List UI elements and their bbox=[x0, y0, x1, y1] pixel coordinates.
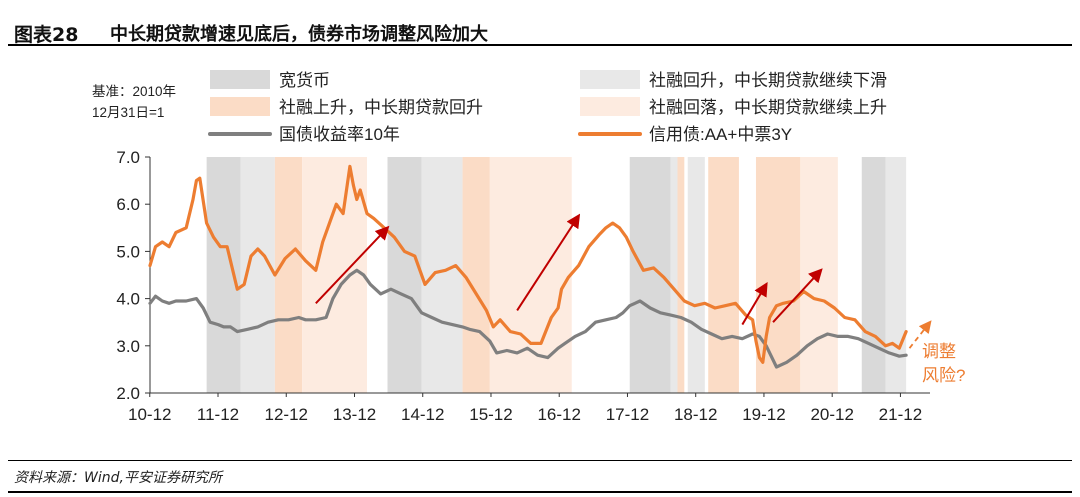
figure-label: 图表28 bbox=[14, 24, 79, 46]
shaded-period-11 bbox=[687, 157, 705, 393]
shaded-period-5 bbox=[421, 157, 463, 393]
legend-swatch bbox=[210, 70, 270, 89]
series-lines bbox=[148, 164, 908, 369]
shaded-period-6 bbox=[462, 157, 490, 393]
shaded-periods bbox=[206, 157, 907, 393]
trend-arrow-0 bbox=[315, 225, 390, 305]
shaded-period-0 bbox=[206, 157, 241, 393]
x-tick-label: 15-12 bbox=[469, 405, 512, 424]
shaded-period-4 bbox=[387, 157, 422, 393]
y-tick-label: 3.0 bbox=[116, 337, 140, 356]
axes: 2.0 3.0 4.0 5.0 6.0 7.0 10-12 11-12 12-12 13-12 14… bbox=[116, 148, 930, 424]
x-tick-label: 10-12 bbox=[128, 405, 171, 424]
projection-arrow bbox=[908, 320, 932, 349]
legend-label: 社融回升，中长期贷款继续下滑 bbox=[649, 71, 887, 90]
notes: 调整风险? 基准：2010年 12月31日=1 bbox=[92, 83, 965, 385]
shaded-period-16 bbox=[885, 157, 907, 393]
x-tick-label: 17-12 bbox=[606, 405, 649, 424]
series-govt-bond-line bbox=[148, 268, 908, 369]
shaded-period-14 bbox=[800, 157, 838, 393]
shaded-period-9 bbox=[670, 157, 678, 393]
shaded-period-15 bbox=[861, 157, 886, 393]
legend-item-tsf_up_mlt_up: 社融上升，中长期贷款回升 bbox=[210, 97, 483, 117]
y-tick-label: 6.0 bbox=[116, 195, 140, 214]
x-tick-label: 12-12 bbox=[265, 405, 308, 424]
trend-arrow-2 bbox=[741, 282, 768, 326]
legend-item-tsf_down_mlt_up: 社融回落，中长期贷款继续上升 bbox=[580, 97, 887, 117]
base-note: 基准：2010年 bbox=[92, 83, 176, 99]
legend-item-easy_money: 宽货币 bbox=[210, 70, 330, 90]
source-note: 资料来源：Wind,平安证券研究所 bbox=[14, 470, 222, 486]
trend-arrows bbox=[315, 213, 932, 349]
shaded-period-2 bbox=[274, 157, 303, 393]
source-bar: 资料来源：Wind,平安证券研究所 bbox=[8, 460, 1072, 493]
legend-label: 国债收益率10年 bbox=[279, 125, 400, 144]
legend-swatch bbox=[580, 97, 640, 116]
legend-label: 信用债:AA+中票3Y bbox=[649, 125, 792, 144]
x-tick-label: 16-12 bbox=[537, 405, 580, 424]
chart-title: 中长期贷款增速见底后，债券市场调整风险加大 bbox=[110, 24, 488, 45]
legend-item-govt_bond: 国债收益率10年 bbox=[208, 125, 400, 144]
trend-arrow-3 bbox=[772, 268, 823, 323]
series-credit-bond-line bbox=[148, 164, 908, 364]
x-tick-label: 19-12 bbox=[742, 405, 785, 424]
legend-item-tsf_up_mlt_down: 社融回升，中长期贷款继续下滑 bbox=[580, 70, 887, 90]
y-tick-label: 2.0 bbox=[116, 384, 140, 403]
shaded-period-3 bbox=[302, 157, 368, 393]
y-tick-label: 7.0 bbox=[116, 148, 140, 167]
shaded-period-8 bbox=[629, 157, 671, 393]
legend-label: 宽货币 bbox=[279, 71, 330, 90]
x-tick-label: 20-12 bbox=[810, 405, 853, 424]
x-tick-label: 11-12 bbox=[197, 405, 239, 424]
shaded-period-10 bbox=[677, 157, 685, 393]
x-tick-label: 14-12 bbox=[401, 405, 444, 424]
legend-swatch bbox=[210, 97, 270, 116]
legend-label: 社融上升，中长期贷款回升 bbox=[279, 98, 483, 117]
shaded-period-12 bbox=[708, 157, 739, 393]
x-tick-label: 18-12 bbox=[674, 405, 717, 424]
y-tick-label: 5.0 bbox=[116, 242, 140, 261]
base-note: 12月31日=1 bbox=[92, 105, 164, 120]
x-tick-label: 21-12 bbox=[879, 405, 922, 424]
trend-arrow-1 bbox=[516, 213, 581, 311]
legend-label: 社融回落，中长期贷款继续上升 bbox=[649, 98, 887, 117]
title-bar: 图表28 中长期贷款增速见底后，债券市场调整风险加大 bbox=[8, 14, 1072, 46]
shaded-period-7 bbox=[489, 157, 572, 393]
risk-annotation: 调整 bbox=[922, 342, 956, 361]
y-tick-label: 4.0 bbox=[116, 290, 140, 309]
x-tick-label: 13-12 bbox=[333, 405, 376, 424]
risk-annotation: 风险? bbox=[922, 366, 965, 385]
legend-swatch bbox=[580, 70, 640, 89]
legend-item-credit_bond: 信用债:AA+中票3Y bbox=[578, 125, 792, 144]
